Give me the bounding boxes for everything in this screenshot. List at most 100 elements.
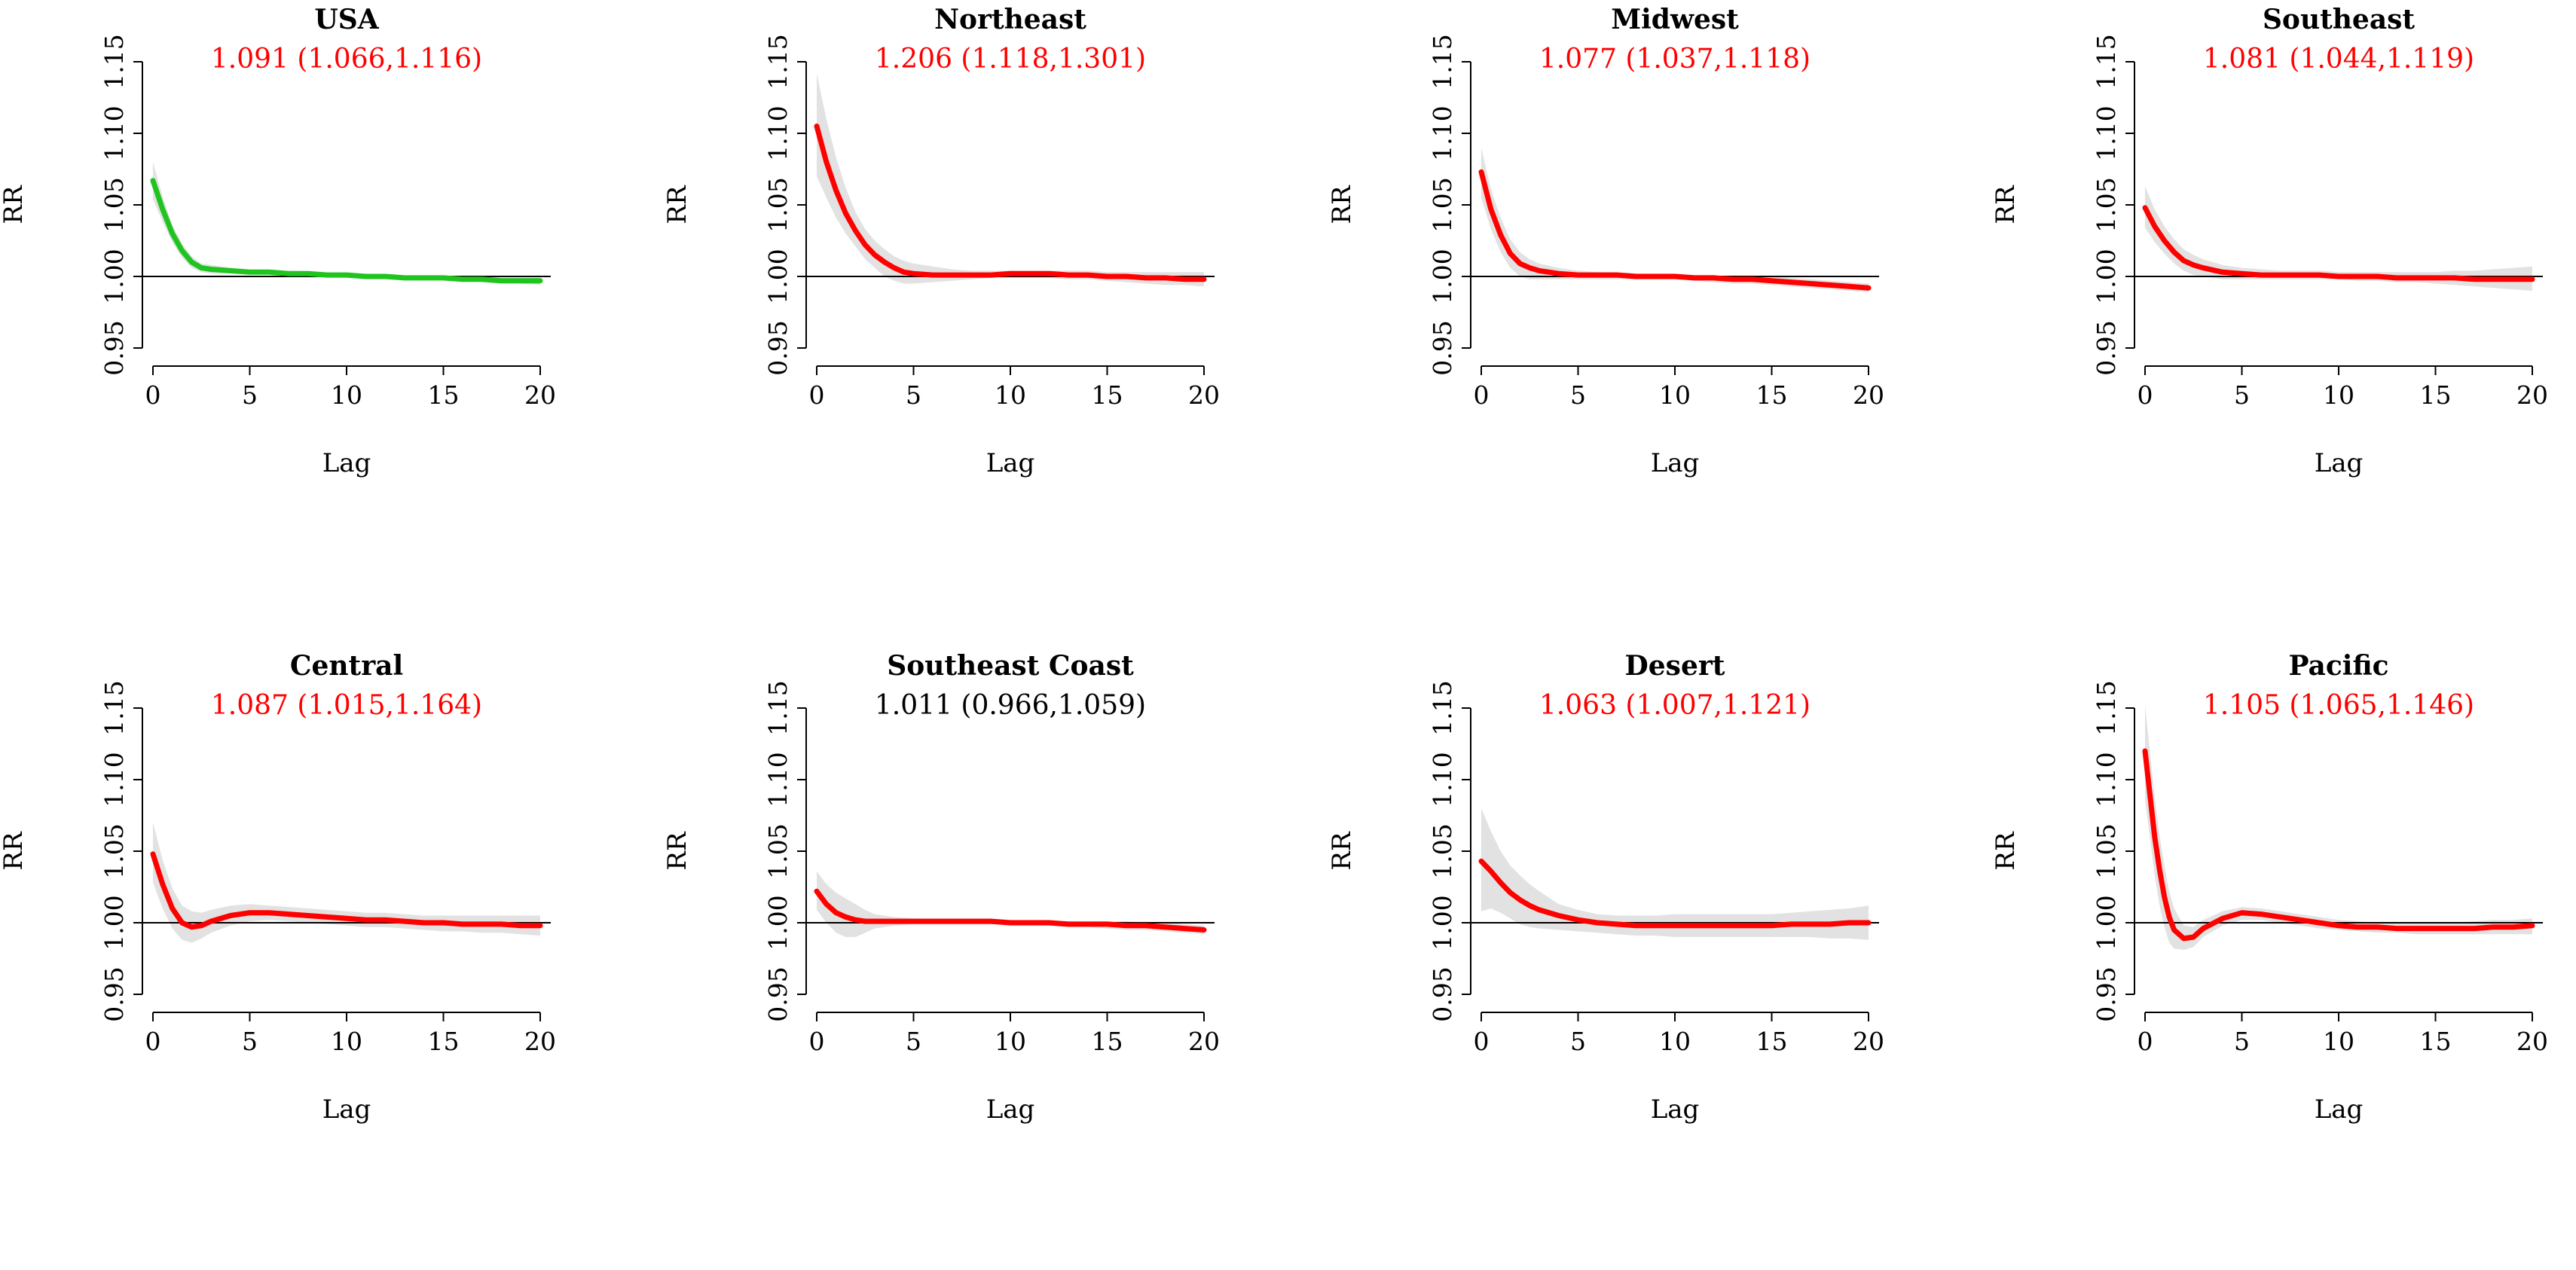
y-axis-label: RR — [1991, 185, 2021, 224]
y-tick-label: 1.00 — [763, 895, 793, 950]
x-tick-label: 5 — [906, 1027, 921, 1056]
panel-title: USA — [314, 4, 379, 35]
y-tick-label: 1.00 — [1428, 895, 1457, 950]
x-axis-label: Lag — [986, 448, 1035, 478]
y-tick-label: 1.10 — [2092, 105, 2121, 160]
panel-title: Desert — [1625, 650, 1725, 682]
x-tick-label: 10 — [331, 1027, 362, 1056]
panel-estimate: 1.077 (1.037,1.118) — [1539, 44, 1811, 75]
x-axis-label: Lag — [1651, 448, 1700, 478]
x-tick-label: 10 — [2323, 380, 2354, 410]
x-tick-label: 5 — [242, 380, 258, 410]
x-tick-label: 15 — [1756, 380, 1788, 410]
rr-curve — [814, 888, 1207, 933]
x-tick-label: 0 — [1474, 1027, 1490, 1056]
y-tick-label: 1.15 — [763, 34, 793, 89]
y-tick-label: 1.10 — [2092, 752, 2121, 807]
y-tick-label: 1.05 — [763, 823, 793, 878]
y-axis-label: RR — [1327, 185, 1357, 224]
panel-estimate: 1.091 (1.066,1.116) — [211, 44, 482, 75]
x-axis-label: Lag — [322, 1094, 371, 1125]
panel-estimate: 1.087 (1.015,1.164) — [211, 690, 482, 721]
x-tick-label: 10 — [1659, 380, 1691, 410]
x-tick-label: 0 — [2137, 380, 2153, 410]
y-tick-label: 0.95 — [2092, 966, 2121, 1021]
panel-northeast: Northeast 1.206 (1.118,1.301) 0.95 1.00 1.05… — [662, 4, 1220, 478]
x-tick-label: 20 — [2516, 1027, 2548, 1056]
panel-estimate: 1.011 (0.966,1.059) — [875, 690, 1146, 721]
confidence-band — [153, 162, 540, 285]
y-tick-label: 1.05 — [2092, 823, 2121, 878]
y-axis-label: RR — [0, 831, 29, 871]
y-tick-label: 1.00 — [99, 895, 129, 950]
x-tick-label: 10 — [331, 380, 362, 410]
y-tick-label: 1.15 — [2092, 34, 2121, 89]
y-tick-label: 0.95 — [1428, 966, 1457, 1021]
y-tick-label: 1.15 — [1428, 680, 1457, 735]
x-tick-label: 5 — [2234, 1027, 2250, 1056]
x-tick-label: 10 — [995, 1027, 1026, 1056]
y-tick-label: 1.10 — [763, 105, 793, 160]
y-tick-label: 1.00 — [1428, 249, 1457, 304]
rr-curve — [814, 124, 1207, 282]
rr-curve — [150, 851, 543, 930]
y-tick-label: 0.95 — [2092, 320, 2121, 375]
x-axis-label: Lag — [986, 1094, 1035, 1125]
x-tick-label: 15 — [1756, 1027, 1788, 1056]
x-tick-label: 10 — [1659, 1027, 1691, 1056]
x-tick-label: 0 — [145, 1027, 161, 1056]
x-tick-label: 15 — [428, 380, 460, 410]
panel-title: Northeast — [934, 4, 1086, 35]
x-tick-label: 10 — [2323, 1027, 2354, 1056]
y-tick-label: 1.05 — [99, 823, 129, 878]
x-tick-label: 5 — [1570, 1027, 1586, 1056]
y-axis-label: RR — [1327, 831, 1357, 871]
x-tick-label: 5 — [2234, 380, 2250, 410]
x-axis-label: Lag — [2315, 1094, 2364, 1125]
x-tick-label: 15 — [2420, 380, 2452, 410]
y-tick-label: 1.15 — [2092, 680, 2121, 735]
x-tick-label: 0 — [809, 380, 825, 410]
y-tick-label: 1.15 — [763, 680, 793, 735]
y-tick-label: 1.00 — [2092, 895, 2121, 950]
panel-midwest: Midwest 1.077 (1.037,1.118) 0.95 1.00 1.05 1.… — [1327, 4, 1884, 478]
x-axis-label: Lag — [2315, 448, 2364, 478]
x-tick-label: 20 — [524, 380, 556, 410]
y-axis-label: RR — [662, 185, 692, 224]
panel-estimate: 1.105 (1.065,1.146) — [2203, 690, 2474, 721]
x-tick-label: 20 — [1188, 1027, 1220, 1056]
panel-estimate: 1.206 (1.118,1.301) — [875, 44, 1146, 75]
y-tick-label: 1.10 — [99, 105, 129, 160]
panel-southeast: Southeast 1.081 (1.044,1.119) 0.95 1.00 1.05… — [1991, 4, 2548, 478]
rr-curve — [2142, 205, 2535, 282]
y-tick-label: 1.10 — [763, 752, 793, 807]
x-tick-label: 5 — [1570, 380, 1586, 410]
x-tick-label: 0 — [1474, 380, 1490, 410]
y-tick-label: 1.00 — [99, 249, 129, 304]
x-axis-label: Lag — [322, 448, 371, 478]
rr-curve — [1478, 169, 1872, 291]
y-tick-label: 1.00 — [2092, 249, 2121, 304]
y-tick-label: 1.10 — [99, 752, 129, 807]
y-tick-label: 0.95 — [763, 320, 793, 375]
y-axis-label: RR — [0, 185, 29, 224]
y-tick-label: 1.10 — [1428, 105, 1457, 160]
y-tick-label: 0.95 — [99, 320, 129, 375]
x-tick-label: 15 — [1092, 1027, 1123, 1056]
x-axis-label: Lag — [1651, 1094, 1700, 1125]
x-tick-label: 15 — [1092, 380, 1123, 410]
x-tick-label: 0 — [2137, 1027, 2153, 1056]
x-tick-label: 0 — [809, 1027, 825, 1056]
y-tick-label: 1.00 — [763, 249, 793, 304]
rr-curve — [1478, 858, 1872, 929]
panel-southeast-coast: Southeast Coast 1.011 (0.966,1.059) 0.95 1.… — [662, 650, 1220, 1125]
panel-desert: Desert 1.063 (1.007,1.121) 0.95 1.00 1.05 1.1… — [1327, 650, 1884, 1125]
x-tick-label: 20 — [1853, 380, 1884, 410]
x-tick-label: 20 — [2516, 380, 2548, 410]
y-tick-label: 1.05 — [1428, 177, 1457, 232]
y-tick-label: 1.05 — [2092, 177, 2121, 232]
panel-estimate: 1.081 (1.044,1.119) — [2203, 44, 2474, 75]
y-tick-label: 1.10 — [1428, 752, 1457, 807]
confidence-band — [1481, 808, 1869, 940]
